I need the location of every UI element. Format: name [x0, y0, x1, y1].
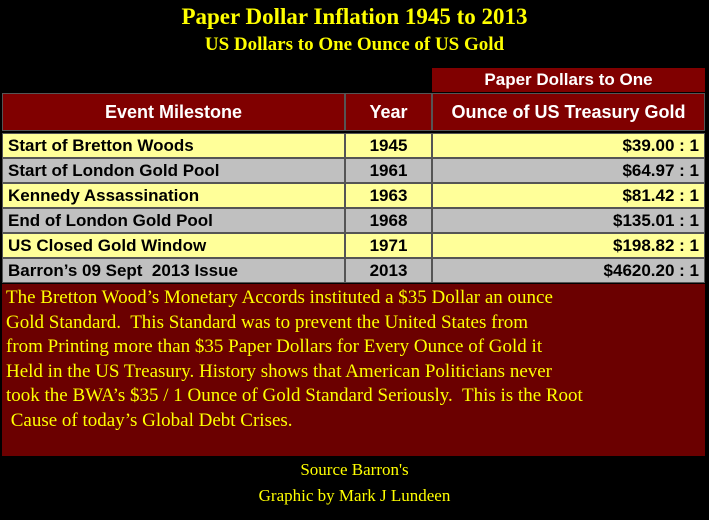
note-line: Held in the US Treasury. History shows t…: [6, 360, 553, 382]
note-box: The Bretton Wood’s Monetary Accords inst…: [2, 284, 705, 456]
table-cell: End of London Gold Pool: [2, 208, 345, 233]
note-line: Gold Standard. This Standard was to prev…: [6, 311, 529, 333]
table-cell: US Closed Gold Window: [2, 233, 345, 258]
table-cell: $198.82 : 1: [432, 233, 705, 258]
table-cell: 1945: [345, 133, 432, 158]
note-line: took the BWA’s $35 / 1 Ounce of Gold Sta…: [6, 385, 583, 406]
table-cell: $39.00 : 1: [432, 133, 705, 158]
table-cell: $4620.20 : 1: [432, 258, 705, 283]
subtitle: US Dollars to One Ounce of US Gold: [204, 34, 505, 55]
table-cell: Start of Bretton Woods: [2, 133, 345, 158]
table-cell: 1971: [345, 233, 432, 258]
table-cell: 2013: [345, 258, 432, 283]
column-header: Event Milestone: [2, 93, 345, 131]
table-cell: $135.01 : 1: [432, 208, 705, 233]
note-line: Cause of today’s Global Debt Crises.: [6, 409, 293, 431]
note-line: The Bretton Wood’s Monetary Accords inst…: [6, 287, 553, 308]
group-header: Paper Dollars to One: [432, 68, 705, 92]
title: Paper Dollar Inflation 1945 to 2013: [181, 4, 528, 29]
table-cell: 1968: [345, 208, 432, 233]
table-cell: 1963: [345, 183, 432, 208]
table-cell: Barron’s 09 Sept 2013 Issue: [2, 258, 345, 283]
table-cell: Kennedy Assassination: [2, 183, 345, 208]
column-header: Ounce of US Treasury Gold: [432, 93, 705, 131]
credit: Graphic by Mark J Lundeen: [258, 486, 451, 505]
column-header: Year: [345, 93, 432, 131]
source: Source Barron's: [300, 460, 409, 479]
table-cell: $81.42 : 1: [432, 183, 705, 208]
table-cell: $64.97 : 1: [432, 158, 705, 183]
table-cell: Start of London Gold Pool: [2, 158, 345, 183]
note-line: from Printing more than $35 Paper Dollar…: [6, 336, 543, 357]
table-cell: 1961: [345, 158, 432, 183]
